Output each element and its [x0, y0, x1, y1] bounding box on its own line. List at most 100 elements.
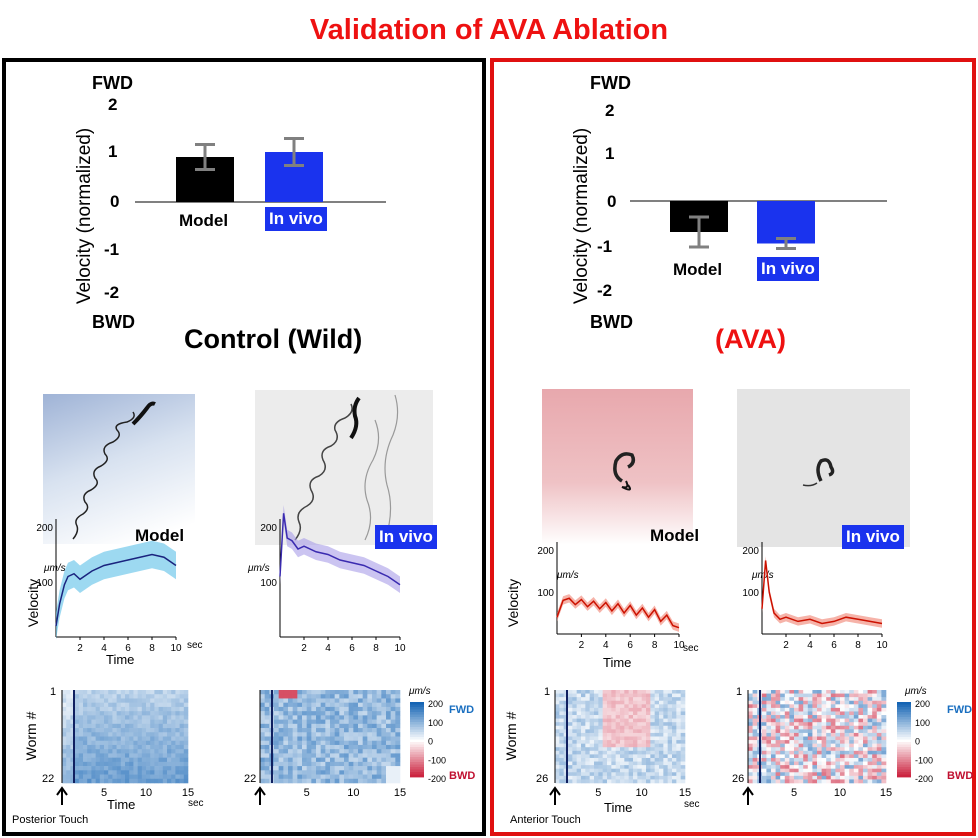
heatmap-cell: [752, 693, 758, 698]
heatmap-cell: [330, 732, 335, 737]
heatmap-cell: [175, 744, 180, 750]
heatmap-cell: [325, 757, 331, 763]
heatmap-cell: [646, 765, 651, 769]
heatmap-cell: [761, 729, 767, 734]
heatmap-cell: [175, 757, 180, 763]
heatmap-cell: [794, 700, 799, 705]
heatmap-cell: [620, 754, 625, 759]
heatmap-cell: [559, 747, 564, 752]
heatmap-cell: [611, 725, 616, 730]
heatmap-cell: [826, 761, 832, 766]
heatmap-cell: [637, 754, 642, 759]
heatmap-cell: [74, 753, 80, 758]
heatmap-cell: [112, 715, 117, 720]
heatmap-cell: [386, 728, 391, 733]
heatmap-cell: [167, 744, 172, 750]
heatmap-cell: [99, 749, 105, 754]
heatmap-cell: [761, 747, 767, 752]
heatmap-cell: [646, 722, 651, 727]
heatmap-cell: [62, 774, 67, 780]
heatmap-cell: [563, 765, 569, 769]
heatmap-cell: [137, 757, 143, 763]
heatmap-cell: [133, 757, 138, 763]
heatmap-cell: [112, 736, 117, 742]
colorbar-segment: [410, 719, 424, 723]
heatmap-cell: [620, 757, 625, 762]
heatmap-cell: [260, 761, 265, 767]
heatmap-cell: [129, 753, 134, 758]
heatmap-cell: [598, 722, 603, 727]
heatmap-cell: [830, 707, 836, 712]
heatmap-cell: [748, 697, 753, 702]
heatmap-cell: [183, 761, 189, 767]
heatmap-cell: [260, 749, 265, 754]
heatmap-cell: [162, 706, 168, 712]
heatmap-cell: [104, 736, 109, 742]
heatmap-cell: [789, 718, 795, 723]
heatmap-cell: [667, 690, 673, 694]
heatmap-cell: [563, 697, 569, 702]
heatmap-cell: [362, 766, 368, 771]
heatmap-cell: [297, 690, 303, 695]
heatmap-cell: [95, 766, 101, 771]
heatmap-cell: [171, 715, 176, 720]
heatmap-cell: [395, 757, 401, 763]
trace-xlabel: Time: [603, 655, 632, 670]
heatmap-cell: [794, 736, 799, 741]
heatmap-cell: [817, 722, 822, 727]
heatmap-cell: [620, 761, 625, 766]
heatmap-cell: [826, 768, 832, 773]
heatmap-cell: [116, 778, 122, 784]
heatmap-cell: [624, 765, 629, 769]
heatmap-cell: [390, 766, 396, 771]
heatmap-cell: [835, 779, 841, 784]
heatmap-cell: [133, 690, 138, 695]
heatmap-cell: [594, 722, 599, 727]
heatmap-cell: [555, 757, 560, 762]
heatmap-cell: [137, 736, 143, 742]
heatmap-cell: [175, 711, 180, 716]
heatmap-cell: [775, 747, 781, 752]
heatmap-cell: [784, 718, 790, 723]
heatmap-cell: [297, 774, 303, 780]
heatmap-cell: [367, 774, 373, 780]
colorbar-segment: [897, 717, 911, 720]
heatmap-cell: [91, 728, 96, 733]
heatmap-cell: [585, 704, 590, 709]
heatmap-cell: [390, 690, 396, 695]
heatmap-cell: [330, 719, 335, 725]
heatmap-cell: [654, 711, 660, 716]
heatmap-cell: [807, 750, 813, 755]
colorbar-tick-label: -100: [428, 755, 446, 765]
heatmap-cell: [576, 765, 582, 769]
heatmap-cell: [141, 761, 147, 767]
heatmap-cell: [183, 749, 189, 754]
heatmap-cell: [288, 736, 293, 742]
heatmap-cell: [585, 732, 590, 737]
heatmap-cell: [646, 743, 651, 748]
trace-unit: μm/s: [752, 570, 774, 581]
heatmap-cell: [167, 774, 172, 780]
heatmap-cell: [858, 693, 864, 698]
heatmap-cell: [654, 747, 660, 752]
heatmap-cell: [390, 732, 396, 737]
heatmap-cell: [840, 693, 845, 698]
colorbar-segment: [410, 717, 424, 720]
heatmap-cell: [858, 722, 864, 727]
heatmap-cell: [620, 718, 625, 723]
heatmap-cell: [748, 768, 753, 773]
heatmap-cell: [676, 757, 681, 762]
heatmap-cell: [339, 753, 345, 758]
heatmap-cell: [784, 697, 790, 702]
heatmap-cell: [821, 715, 827, 719]
heatmap-cell: [376, 778, 382, 784]
heatmap-cell: [302, 732, 307, 737]
heatmap-cell: [830, 732, 836, 737]
heatmap-cell: [826, 722, 832, 727]
heatmap-cell: [150, 698, 155, 703]
heatmap-cell: [158, 774, 164, 780]
heatmap-cell: [840, 700, 845, 705]
heatmap-cell: [302, 766, 307, 771]
heatmap-cell: [330, 753, 335, 758]
heatmap-cell: [367, 766, 373, 771]
